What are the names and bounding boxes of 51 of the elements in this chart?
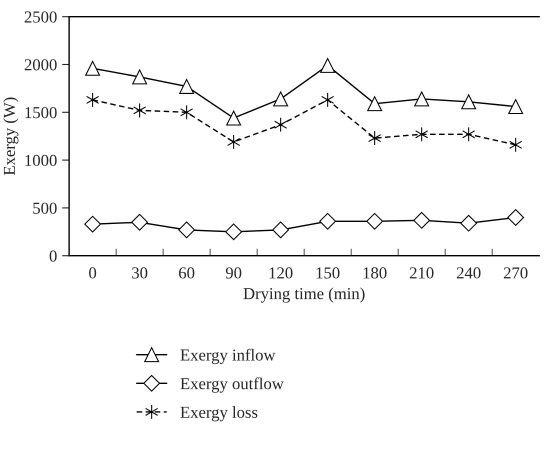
y-tick-label: 2500 [24,11,57,23]
x-axis-title: Drying time (min) [244,288,365,303]
point [415,126,428,142]
x-tick-label: 120 [270,267,293,279]
point [509,137,522,152]
point [226,110,242,126]
point [179,79,194,94]
y-tick-label: 1000 [25,154,57,166]
y-tick-label: 2000 [24,59,57,70]
point [507,209,524,226]
point [133,102,146,118]
point [414,91,430,106]
x-tick-label: 270 [504,267,528,279]
x-tick-label: 30 [132,267,148,279]
point [462,126,476,142]
point [227,134,240,150]
point [272,222,290,238]
point [367,96,382,112]
point [131,214,148,231]
point [366,212,384,230]
point [85,60,100,76]
y-axis-title: Exergy (W) [3,98,18,176]
point [320,58,336,73]
point [178,222,196,238]
point [273,91,288,106]
x-tick-label: 60 [179,267,194,279]
legend-label: Exergy loss [180,406,258,422]
point [84,216,102,233]
point [319,212,336,230]
x-tick-label: 180 [364,267,387,279]
point [460,214,478,232]
legend-label: Exergy outflow [180,377,284,393]
y-tick-label: 500 [33,202,57,214]
x-tick-label: 150 [316,267,340,279]
point [274,117,288,132]
y-tick-label: 1500 [25,107,57,118]
x-tick-label: 210 [410,267,434,279]
y-tick-label: 0 [50,250,57,262]
x-tick-label: 0 [89,267,96,279]
point [86,92,100,108]
point [368,130,382,146]
point [321,92,334,108]
x-tick-label: 90 [226,267,242,279]
legend-label: Exergy inflow [180,348,276,364]
point [225,223,242,240]
point [180,104,194,120]
point [508,99,524,114]
point [413,212,430,229]
x-tick-label: 240 [456,267,481,279]
point [132,69,148,84]
point [461,94,476,110]
